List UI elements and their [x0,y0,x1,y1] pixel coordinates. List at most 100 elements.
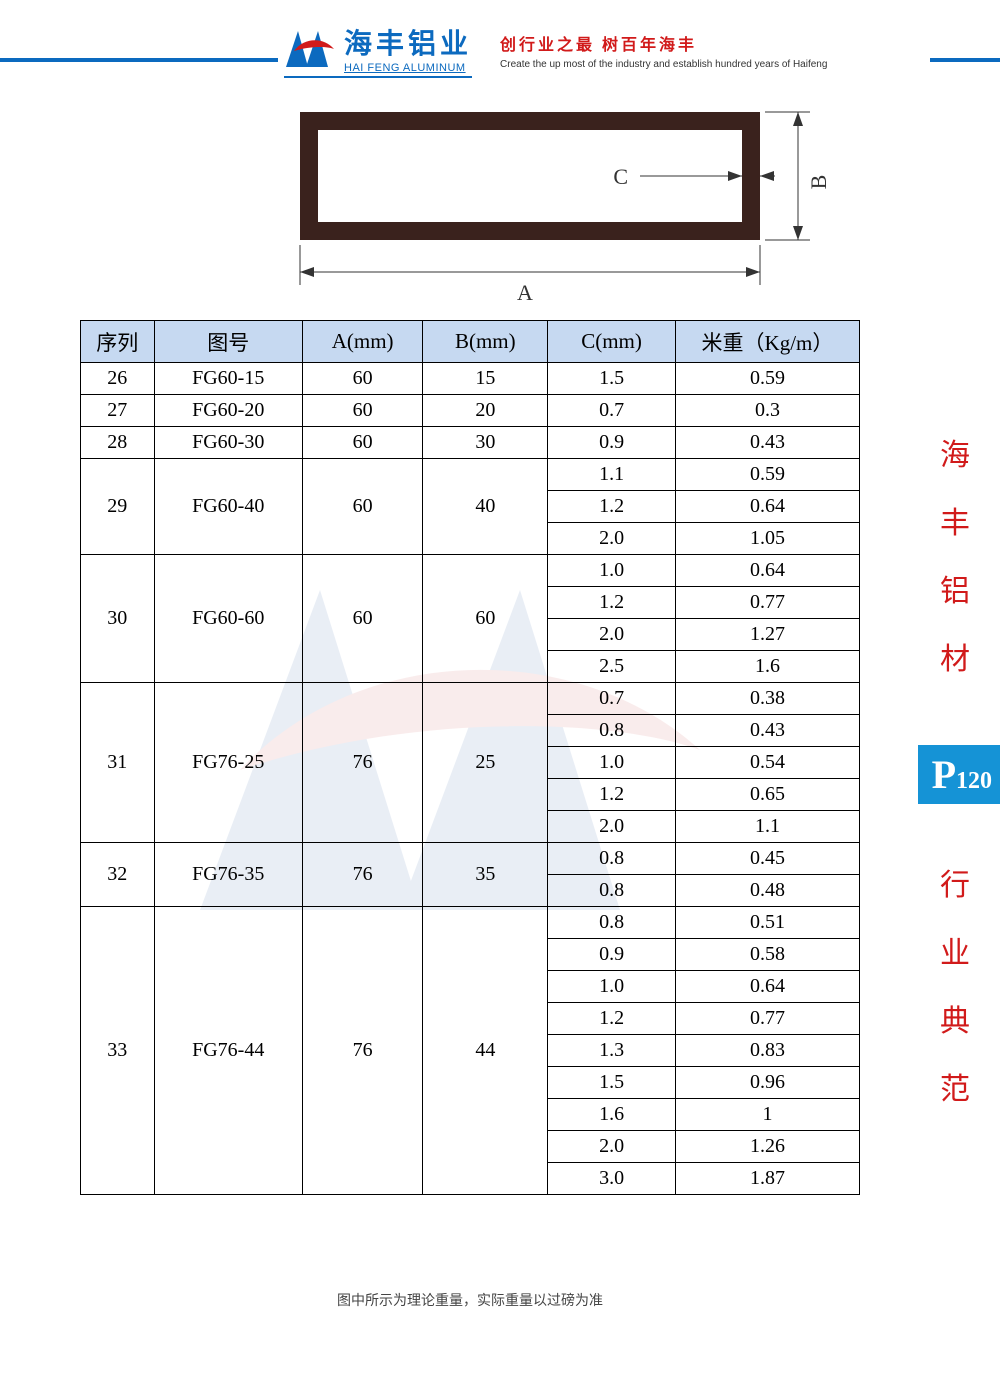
logo-mark [284,27,336,69]
spec-table: 序列 图号 A(mm) B(mm) C(mm) 米重（Kg/m） 26FG60-… [80,320,860,1195]
cell-seq: 29 [81,459,155,555]
cell-b: 30 [423,427,548,459]
cell-seq: 32 [81,843,155,907]
cell-b: 35 [423,843,548,907]
slogan-en: Create the up most of the industry and e… [500,59,827,70]
th-c: C(mm) [548,321,676,363]
table-row: 26FG60-1560151.50.59 [81,363,860,395]
cell-a: 76 [302,843,423,907]
cell-weight: 0.77 [675,1003,859,1035]
cell-seq: 28 [81,427,155,459]
cell-a: 60 [302,555,423,683]
cell-code: FG60-15 [154,363,302,395]
cell-a: 60 [302,459,423,555]
cell-c: 2.0 [548,619,676,651]
cell-code: FG76-25 [154,683,302,843]
side-char: 行 [940,860,970,904]
cell-c: 2.0 [548,523,676,555]
table-row: 33FG76-4476440.80.51 [81,907,860,939]
cell-weight: 0.77 [675,587,859,619]
cell-c: 0.9 [548,939,676,971]
cell-weight: 1.05 [675,523,859,555]
side-char: 典 [940,996,970,1040]
cell-c: 1.0 [548,555,676,587]
table-row: 31FG76-2576250.70.38 [81,683,860,715]
cell-c: 1.2 [548,779,676,811]
table-row: 27FG60-2060200.70.3 [81,395,860,427]
dim-label-b: B [806,175,831,190]
cell-c: 1.5 [548,1067,676,1099]
table-row: 30FG60-6060601.00.64 [81,555,860,587]
cell-c: 0.7 [548,683,676,715]
cell-c: 2.0 [548,1131,676,1163]
cell-c: 1.6 [548,1099,676,1131]
th-code: 图号 [154,321,302,363]
cell-a: 60 [302,395,423,427]
logo-text: 海丰铝业 HAI FENG ALUMINUM [344,22,472,74]
side-char: 铝 [940,566,970,610]
cell-c: 1.5 [548,363,676,395]
cell-b: 15 [423,363,548,395]
cell-a: 76 [302,907,423,1195]
cell-b: 60 [423,555,548,683]
cell-c: 1.0 [548,747,676,779]
cell-c: 1.1 [548,459,676,491]
cell-c: 1.0 [548,971,676,1003]
side-char: 海 [940,430,970,474]
logo-block: 海丰铝业 HAI FENG ALUMINUM [284,22,472,78]
cell-c: 1.2 [548,1003,676,1035]
cell-b: 20 [423,395,548,427]
cell-weight: 0.59 [675,363,859,395]
cell-weight: 1.6 [675,651,859,683]
slogan-cn: 创行业之最 树百年海丰 [500,31,827,55]
cell-weight: 1.1 [675,811,859,843]
cell-c: 0.8 [548,875,676,907]
table-row: 32FG76-3576350.80.45 [81,843,860,875]
side-char: 丰 [940,498,970,542]
spec-table-wrap: 序列 图号 A(mm) B(mm) C(mm) 米重（Kg/m） 26FG60-… [80,320,860,1195]
cell-code: FG60-40 [154,459,302,555]
side-title-2: 行 业 典 范 [940,860,970,1108]
cell-seq: 27 [81,395,155,427]
dim-label-c: C [613,164,628,189]
cell-weight: 0.54 [675,747,859,779]
page-header: 海丰铝业 HAI FENG ALUMINUM 创行业之最 树百年海丰 Creat… [278,22,930,84]
cell-seq: 33 [81,907,155,1195]
page-badge-num: 120 [956,768,992,794]
cell-weight: 1 [675,1099,859,1131]
cell-weight: 0.38 [675,683,859,715]
cell-weight: 1.26 [675,1131,859,1163]
cell-c: 0.8 [548,907,676,939]
cell-c: 1.3 [548,1035,676,1067]
cell-a: 60 [302,427,423,459]
cell-c: 3.0 [548,1163,676,1195]
table-row: 28FG60-3060300.90.43 [81,427,860,459]
cell-c: 2.5 [548,651,676,683]
cell-weight: 0.3 [675,395,859,427]
cell-weight: 0.58 [675,939,859,971]
slogan: 创行业之最 树百年海丰 Create the up most of the in… [500,31,827,70]
cell-code: FG76-44 [154,907,302,1195]
cell-c: 1.2 [548,491,676,523]
th-b: B(mm) [423,321,548,363]
cell-weight: 0.65 [675,779,859,811]
th-a: A(mm) [302,321,423,363]
footnote: 图中所示为理论重量，实际重量以过磅为准 [80,1290,860,1310]
cell-seq: 26 [81,363,155,395]
cell-b: 44 [423,907,548,1195]
cell-a: 76 [302,683,423,843]
cell-weight: 0.64 [675,971,859,1003]
side-char: 业 [940,928,970,972]
page-badge-p: P [932,752,956,797]
cell-weight: 0.43 [675,715,859,747]
cell-c: 0.9 [548,427,676,459]
cell-weight: 0.64 [675,555,859,587]
th-w: 米重（Kg/m） [675,321,859,363]
cell-a: 60 [302,363,423,395]
cell-c: 2.0 [548,811,676,843]
cell-weight: 0.64 [675,491,859,523]
cell-weight: 0.59 [675,459,859,491]
table-row: 29FG60-4060401.10.59 [81,459,860,491]
cell-c: 0.8 [548,715,676,747]
profile-diagram: A B C [240,100,860,310]
